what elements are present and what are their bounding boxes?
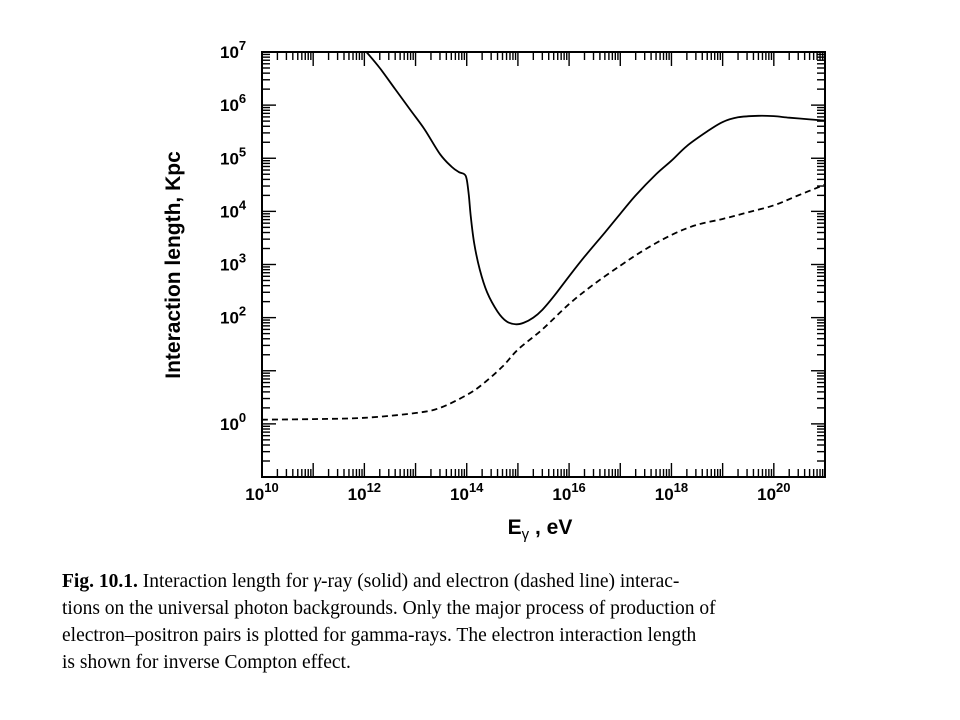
caption-line-3: electron–positron pairs is plotted for g…: [62, 625, 697, 646]
figure-caption: Fig. 10.1. Interaction length for γ-ray …: [62, 568, 922, 676]
x-tick-label: 1020: [757, 480, 790, 504]
caption-text-1a: Interaction length for: [137, 571, 314, 592]
minor-ticks: [262, 52, 825, 477]
y-tick-label: 103: [220, 251, 246, 275]
y-tick-label: 105: [220, 144, 246, 168]
x-tick-label: 1010: [245, 480, 278, 504]
chart-canvas: 1010 1012 1014 1016 1018 1020 100 102 103 104 105…: [162, 38, 826, 543]
x-tick-label: 1014: [450, 480, 484, 504]
x-tick-label: 1012: [348, 480, 381, 504]
dashed-series-line: [262, 183, 825, 421]
solid-series-line: [365, 52, 825, 326]
plot-frame: [261, 51, 826, 478]
x-tick-label: 1018: [655, 480, 688, 504]
x-tick-labels: 1010 1012 1014 1016 1018 1020: [245, 480, 790, 504]
y-tick-label: 107: [220, 38, 246, 62]
caption-label: Fig. 10.1.: [62, 571, 138, 592]
caption-line-4: is shown for inverse Compton effect.: [62, 652, 351, 673]
major-ticks: [261, 52, 825, 478]
series-group: [262, 52, 825, 421]
y-axis-title: Interaction length, Kpc: [162, 151, 185, 379]
caption-line-2: tions on the universal photon background…: [62, 598, 716, 619]
y-tick-label: 100: [220, 410, 246, 434]
caption-text-1b: -ray (solid) and electron (dashed line) …: [320, 571, 680, 592]
y-tick-label: 102: [220, 304, 246, 328]
x-axis-title: Eγ , eV: [508, 516, 573, 543]
y-tick-labels: 100 102 103 104 105 106 107: [220, 38, 247, 434]
caption-line-1: Fig. 10.1. Interaction length for γ-ray …: [62, 568, 922, 595]
y-tick-label: 106: [220, 91, 246, 115]
caption-gamma: γ: [313, 571, 321, 592]
y-tick-label: 104: [220, 197, 247, 221]
x-tick-label: 1016: [552, 480, 585, 504]
